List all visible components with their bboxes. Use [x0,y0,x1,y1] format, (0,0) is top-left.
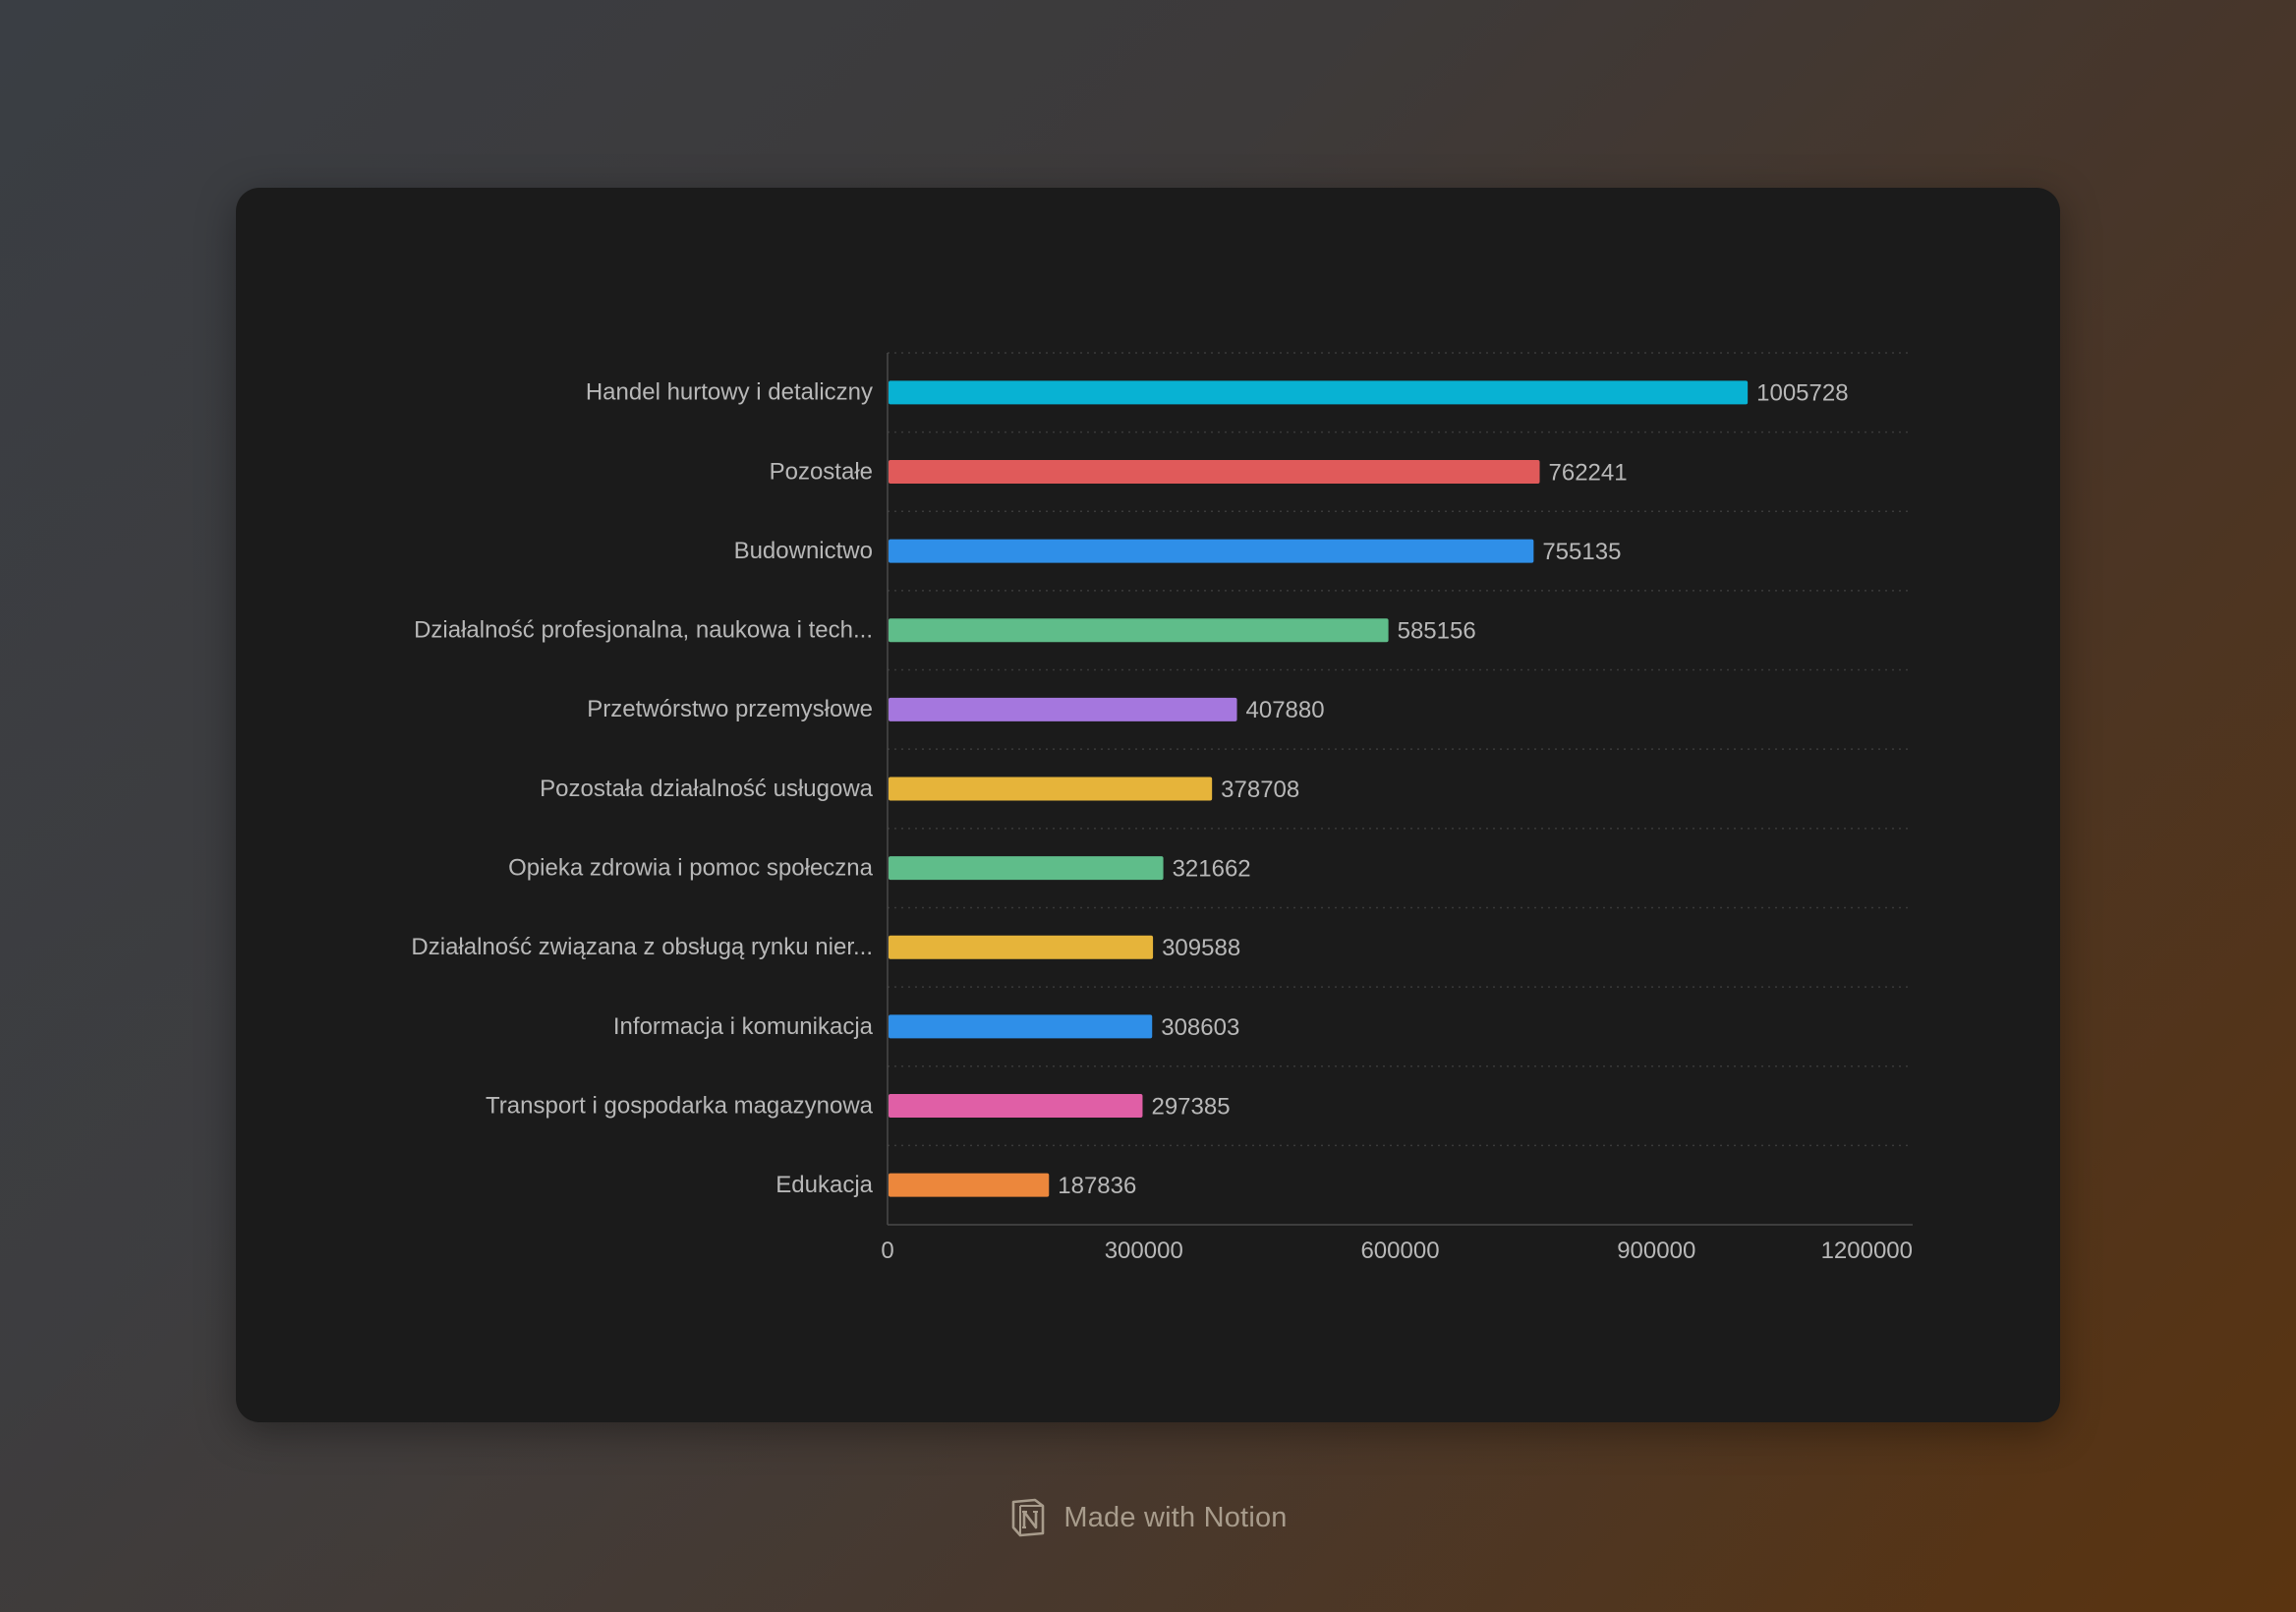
x-tick-label: 1200000 [1821,1238,1913,1264]
category-label: Działalność związana z obsługą rynku nie… [411,934,873,960]
category-label: Przetwórstwo przemysłowe [587,696,873,722]
category-label: Opieka zdrowia i pomoc społeczna [508,854,874,881]
category-label: Informacja i komunikacja [613,1013,874,1040]
category-label: Działalność profesjonalna, naukowa i tec… [414,617,873,644]
bar-11 [889,1173,1050,1197]
bar-chart: Handel hurtowy i detaliczny 1005728 Pozost… [411,352,1913,1264]
bar-1 [889,380,1749,405]
category-label: Pozostałe [770,458,873,485]
data-label: 1005728 [1756,380,1848,407]
data-label: 308603 [1161,1014,1239,1041]
data-label: 321662 [1173,855,1251,882]
footer-text: Made with Notion [1063,1501,1288,1533]
data-label: 407880 [1246,697,1325,723]
bar-8 [889,935,1154,959]
bar-7 [889,856,1164,881]
x-tick-label: 0 [881,1238,893,1264]
data-label: 585156 [1398,618,1476,645]
category-label: Edukacja [775,1172,873,1198]
bar-3 [889,539,1534,563]
bar-4 [889,618,1389,643]
data-label: 187836 [1058,1173,1136,1199]
x-tick-label: 300000 [1105,1238,1183,1264]
bar-9 [889,1014,1153,1039]
chart-card: Handel hurtowy i detaliczny 1005728 Pozost… [236,188,2060,1422]
x-tick-label: 900000 [1617,1238,1695,1264]
data-label: 309588 [1162,935,1240,961]
made-with-notion-footer[interactable]: Made with Notion [0,1494,2296,1541]
notion-logo-icon [1012,1498,1045,1537]
x-tick-label: 600000 [1360,1238,1439,1264]
data-label: 378708 [1221,777,1299,803]
data-label: 297385 [1151,1093,1230,1120]
bar-5 [889,697,1237,721]
data-label: 755135 [1542,539,1621,565]
data-label: 762241 [1549,459,1628,486]
category-label: Transport i gospodarka magazynowa [486,1092,874,1119]
bar-10 [889,1094,1143,1119]
category-label: Pozostała działalność usługowa [540,776,874,802]
category-label: Budownictwo [734,538,873,564]
bar-2 [889,459,1540,484]
category-label: Handel hurtowy i detaliczny [586,379,873,406]
bar-6 [889,777,1213,801]
